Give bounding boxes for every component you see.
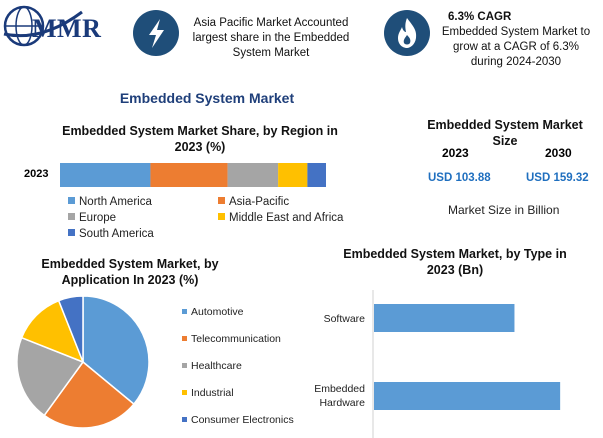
region-legend-south-america: South America: [68, 228, 154, 240]
region-legend-north-america: North America: [68, 196, 152, 208]
lightning-icon: [133, 10, 179, 56]
legend-swatch: [182, 416, 187, 422]
type-bar-chart: [372, 290, 561, 438]
type-category-embedded-hardware: Embedded Hardware: [314, 383, 365, 409]
pie-slice-telecommunication: [43, 360, 135, 429]
mmr-logo: [2, 4, 120, 48]
legend-swatch: [182, 335, 187, 341]
legend-swatch: [218, 197, 225, 205]
legend-swatch: [68, 197, 75, 205]
legend-swatch: [218, 213, 225, 221]
application-legend-healthcare: Healthcare: [182, 360, 242, 372]
pie-slice-automotive: [82, 295, 150, 406]
region-bar-europe: [227, 163, 279, 187]
pie-slice-consumer-electronics: [57, 295, 84, 363]
region-bar-asia-pacific: [150, 163, 228, 187]
legend-label: Middle East and Africa: [229, 212, 344, 224]
logo-text: MMR: [32, 14, 102, 43]
type-category-software: Software: [323, 313, 365, 325]
cagr-text: Embedded System Market to grow at a CAGR…: [441, 26, 591, 68]
application-pie-chart: [16, 295, 150, 429]
value-2023: USD 103.88: [428, 172, 491, 184]
year-2023-label: 2023: [442, 146, 469, 160]
legend-label: Telecommunication: [191, 333, 281, 345]
type-bar-software: [374, 304, 515, 332]
legend-label: South America: [79, 228, 154, 240]
legend-swatch: [182, 308, 187, 314]
legend-swatch: [68, 229, 75, 237]
flame-icon: [384, 10, 430, 56]
legend-label: Automotive: [191, 306, 244, 318]
application-legend: Automotive Telecommunication Healthcare Ind…: [182, 306, 322, 434]
legend-label: Asia-Pacific: [229, 196, 290, 208]
application-legend-consumer-electronics: Consumer Electronics: [182, 414, 294, 426]
market-size-note: Market Size in Billion: [448, 203, 560, 217]
region-chart-title: Embedded System Market Share, by Region …: [62, 124, 338, 154]
legend-label: Europe: [79, 212, 117, 224]
type-bar-embedded-hardware: [374, 382, 561, 410]
legend-label: Industrial: [191, 387, 234, 399]
region-stacked-bar: [60, 163, 326, 187]
legend-swatch: [182, 389, 187, 395]
region-legend-europe: Europe: [68, 212, 116, 224]
region-bar-south-america: [307, 163, 326, 187]
region-bar-north-america: [60, 163, 151, 187]
pie-slice-healthcare: [16, 336, 85, 417]
application-legend-automotive: Automotive: [182, 306, 244, 318]
market-size-title: Embedded System Market Size: [427, 118, 583, 148]
application-legend-industrial: Industrial: [182, 387, 234, 399]
application-chart-title: Embedded System Market, by Application I…: [41, 257, 219, 287]
year-2030-label: 2030: [545, 146, 572, 160]
region-category-label: 2023: [24, 168, 49, 180]
legend-swatch: [68, 213, 75, 221]
type-chart-title: Embedded System Market, by Type in 2023 …: [343, 247, 567, 277]
region-legend-middle-east-and-africa: Middle East and Africa: [218, 212, 343, 224]
legend-swatch: [182, 362, 187, 368]
legend-label: North America: [79, 196, 152, 208]
cagr-title: 6.3% CAGR: [448, 11, 512, 23]
region-legend-asia-pacific: Asia-Pacific: [218, 196, 289, 208]
legend-label: Healthcare: [191, 360, 242, 372]
value-2030: USD 159.32: [526, 172, 589, 184]
region-legend: North America Asia-Pacific Europe Middle Ea…: [68, 196, 368, 246]
application-legend-telecommunication: Telecommunication: [182, 333, 281, 345]
region-bar-middle-east-and-africa: [278, 163, 308, 187]
page-title: Embedded System Market: [119, 90, 295, 106]
legend-label: Consumer Electronics: [191, 414, 294, 426]
region-share-text: Asia Pacific Market Accounted largest sh…: [192, 17, 350, 59]
globe-icon: [3, 5, 83, 47]
